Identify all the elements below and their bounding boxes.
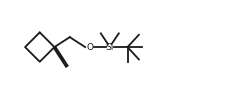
Text: Si: Si xyxy=(106,43,114,52)
Text: O: O xyxy=(87,43,94,52)
